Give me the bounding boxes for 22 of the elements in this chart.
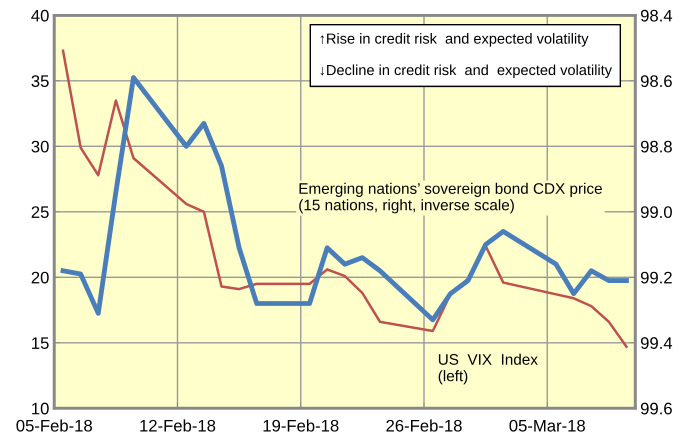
- y-tick-label: 25: [32, 206, 49, 218]
- y-tick-label: 10: [32, 402, 49, 414]
- y2-tick-label: 99.6: [640, 402, 672, 414]
- text: Emerging nations’ sovereign bond CDX price (15 nations, right, inverse scale): [299, 182, 602, 214]
- x-tick-label: 12-Feb-18: [140, 419, 216, 432]
- x-tick-label: 05-Mar-18: [509, 420, 585, 432]
- y2-tick-label: 99.2: [640, 272, 672, 284]
- x-tick-label: 05-Feb-18: [16, 419, 92, 432]
- y-tick-label: 15: [32, 337, 49, 349]
- y2-tick-label: 99.0: [640, 206, 672, 218]
- x-tick-label: 26-Feb-18: [386, 419, 462, 432]
- x-tick-label: 19-Feb-18: [264, 419, 338, 432]
- y-tick-label: 20: [32, 272, 49, 284]
- y2-tick-label: 98.4: [640, 10, 672, 22]
- text: ↑Rise in credit risk and expected volatility ↓Decline in credit risk and expected volatility: [320, 33, 612, 78]
- y2-tick-label: 98.8: [640, 140, 672, 153]
- series-label: US VIX Index (left): [438, 354, 538, 384]
- y-tick-label: 40: [31, 10, 49, 22]
- y2-tick-label: 98.6: [640, 75, 672, 88]
- y2-tick-label: 99.4: [640, 337, 672, 349]
- y-tick-label: 30: [31, 140, 49, 153]
- y-tick-label: 35: [31, 75, 49, 88]
